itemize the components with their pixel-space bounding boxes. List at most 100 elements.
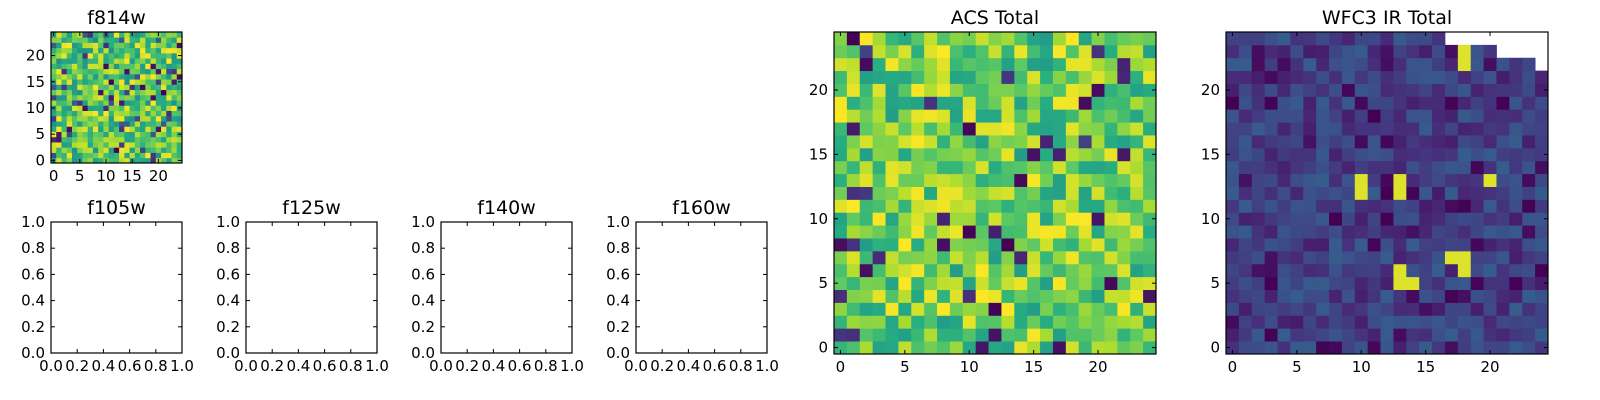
wfc3-ir-total-cell: [1380, 160, 1394, 175]
f814w-cell: [103, 105, 110, 111]
f814w-cell: [145, 126, 151, 132]
acs-total-cell: [975, 122, 989, 136]
wfc3-ir-total-cell: [1406, 263, 1420, 278]
acs-total-cell: [1117, 32, 1131, 46]
acs-total-cell: [1117, 160, 1131, 175]
wfc3-ir-total-cell: [1535, 186, 1549, 200]
f140w-ytick-label: 0.4: [411, 292, 435, 310]
f814w-cell: [129, 136, 136, 143]
wfc3-ir-total-cell: [1367, 109, 1381, 123]
wfc3-ir-total-cell: [1367, 147, 1381, 162]
f814w-cell: [77, 84, 83, 91]
f814w-cell: [119, 63, 125, 70]
f814w-cell: [82, 100, 89, 106]
f814w-cell: [140, 121, 146, 127]
wfc3-ir-total-cell: [1496, 57, 1510, 72]
wfc3-ir-total-cell: [1522, 70, 1536, 84]
f814w-cell: [61, 79, 68, 85]
f814w-cell: [161, 37, 167, 43]
f814w-cell: [77, 105, 83, 111]
wfc3-ir-total-cell: [1457, 70, 1472, 84]
acs-total-cell: [975, 44, 989, 59]
acs-total-cell: [988, 263, 1002, 278]
wfc3-ir-total-cell: [1354, 96, 1369, 110]
f160w-ytick-label: 0.8: [606, 239, 630, 257]
f814w-cell: [124, 121, 130, 127]
wfc3-ir-total-cell: [1496, 315, 1510, 329]
acs-total-cell: [1052, 147, 1067, 162]
wfc3-ir-total-cell: [1226, 44, 1240, 59]
f814w-cell: [87, 73, 94, 80]
f814w-cell: [129, 63, 136, 70]
wfc3-ir-total-cell: [1470, 147, 1484, 162]
wfc3-ir-total-cell: [1522, 328, 1536, 342]
f140w-ytick-label: 0.8: [411, 239, 435, 257]
f814w-cell: [145, 63, 151, 70]
wfc3-ir-total-cell: [1316, 302, 1330, 316]
wfc3-ir-total-cell: [1277, 238, 1291, 252]
f814w-cell: [71, 100, 78, 106]
acs-total-cell: [834, 32, 848, 46]
wfc3-ir-total-cell: [1380, 250, 1394, 265]
f814w-cell: [161, 136, 167, 143]
acs-total-cell: [937, 250, 951, 265]
acs-total-cell: [949, 70, 964, 84]
acs-total-cell: [1130, 96, 1144, 110]
wfc3-ir-total-cell: [1264, 83, 1278, 97]
wfc3-ir-total-cell: [1470, 328, 1484, 342]
wfc3-ir-total-cell: [1522, 147, 1536, 162]
wfc3-ir-total-cell: [1316, 289, 1330, 303]
acs-total-cell: [937, 109, 951, 123]
f814w-cell: [145, 121, 151, 127]
acs-total-cell: [1078, 96, 1092, 110]
acs-total-cell: [1104, 263, 1118, 278]
wfc3-ir-total-cell: [1238, 186, 1253, 200]
acs-total-cell: [859, 70, 874, 84]
f814w-cell: [51, 58, 57, 64]
f814w-cell: [150, 115, 157, 122]
wfc3-ir-total-cell: [1535, 83, 1549, 97]
f814w-cell: [145, 100, 151, 106]
acs-total-cell: [1040, 315, 1054, 329]
f814w-cell: [155, 89, 162, 96]
wfc3-ir-total-cell: [1406, 315, 1420, 329]
f814w-cell: [103, 94, 110, 101]
f814w-cell: [150, 52, 157, 59]
f814w-cell: [155, 136, 162, 143]
acs-total-cell: [1130, 199, 1144, 213]
wfc3-ir-total-cell: [1509, 225, 1523, 239]
wfc3-ir-total-cell: [1238, 212, 1253, 226]
acs-total-cell: [1014, 328, 1028, 342]
wfc3-ir-total-cell: [1535, 276, 1549, 290]
wfc3-ir-total-cell: [1393, 199, 1407, 213]
acs-total-cell: [962, 225, 977, 239]
acs-total-cell: [962, 238, 977, 252]
acs-total-cell: [949, 57, 964, 72]
acs-total-cell: [1117, 135, 1131, 149]
f814w-cell: [124, 115, 130, 122]
wfc3-ir-total-cell: [1303, 109, 1317, 123]
wfc3-ir-total-cell: [1419, 135, 1433, 149]
f814w-cell: [113, 89, 120, 96]
f814w-cell: [71, 63, 78, 70]
acs-total-cell: [1014, 238, 1028, 252]
wfc3-ir-total-cell: [1444, 186, 1459, 200]
acs-total-cell: [1078, 147, 1092, 162]
f125w-xtick-label: 0.4: [286, 357, 310, 375]
wfc3-ir-total-cell: [1277, 212, 1291, 226]
wfc3-ir-total-cell: [1226, 302, 1240, 316]
f814w-cell: [92, 47, 99, 54]
acs-total-cell: [1001, 328, 1015, 342]
f814w-cell: [161, 100, 167, 106]
acs-total-cell: [975, 250, 989, 265]
f814w-cell: [103, 142, 110, 148]
wfc3-ir-total-cell: [1496, 135, 1510, 149]
f814w-cell: [113, 32, 120, 38]
acs-total-cell: [988, 186, 1002, 200]
f814w-cell: [71, 73, 78, 80]
acs-total-cell: [937, 147, 951, 162]
wfc3-ir-total-cell: [1226, 341, 1240, 355]
acs-total-cell: [1104, 186, 1118, 200]
wfc3-ir-total-cell: [1522, 96, 1536, 110]
